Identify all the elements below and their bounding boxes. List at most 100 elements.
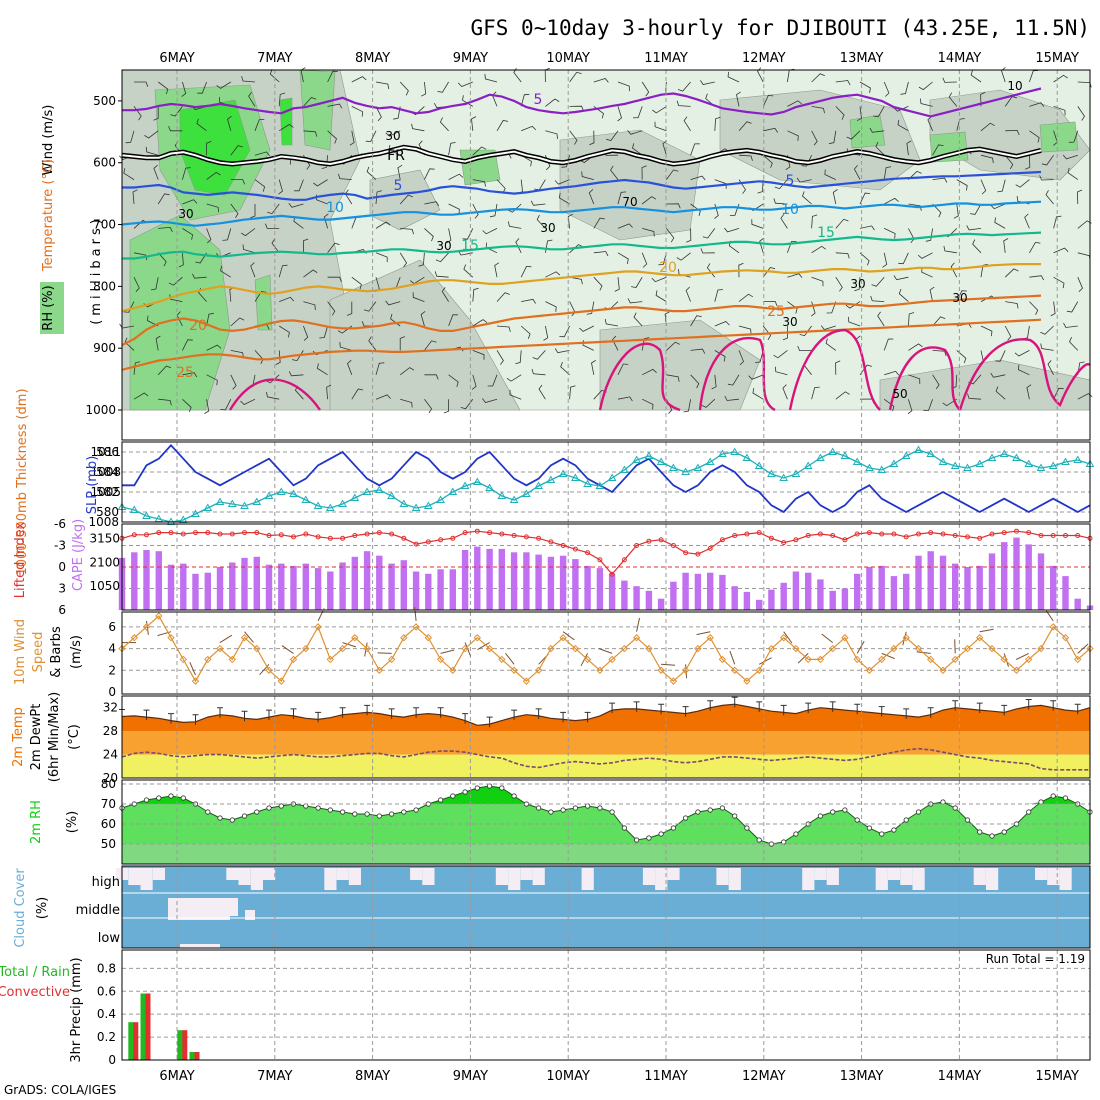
upper-wind-barb-11-6	[400, 228, 414, 235]
upper-wind-barb-3-12	[206, 374, 218, 386]
upper-wind-barb-36-4	[997, 179, 1006, 193]
lifted-index-point-9	[229, 531, 235, 537]
cape-bar-61	[866, 567, 873, 610]
li-tick-3: 3	[58, 582, 66, 596]
upper-wind-barb-32-12	[908, 374, 921, 384]
t2m-minmax-40	[609, 702, 616, 714]
upper-wind-barb-22-8	[651, 276, 667, 283]
cloud-high-gap-23	[802, 868, 815, 890]
upper-wind-barb-36-3	[1004, 154, 1014, 170]
upper-wind-barb-16-2	[521, 125, 537, 132]
rh2m-point-31	[499, 785, 505, 791]
rh2m-point-77	[1062, 795, 1069, 801]
slp-tick-0: 1011	[90, 445, 121, 459]
cape-bar-70	[976, 565, 983, 610]
thickness-point-76	[1048, 461, 1058, 469]
wind-speed-point-6	[191, 677, 200, 685]
date-bottom-7: 13MAY	[840, 1069, 884, 1084]
upper-wind-barb-38-13	[1053, 387, 1064, 400]
date-bottom-2: 8MAY	[355, 1069, 390, 1084]
thickness-point-47	[693, 463, 703, 471]
cloud-high-gap-15	[520, 868, 533, 880]
cape-bar-20	[363, 551, 371, 610]
lifted-index-point-77	[1063, 533, 1068, 538]
upper-wind-barb-37-9	[1029, 301, 1039, 315]
lifted-index-point-17	[327, 535, 333, 541]
thickness-point-24	[411, 503, 421, 511]
upper-wind-barb-4-13	[220, 399, 232, 411]
upper-wind-barb-35-4	[980, 179, 987, 195]
cape-bar-24	[412, 571, 420, 610]
upper-wind-barb-29-4	[824, 169, 836, 180]
upper-wind-barb-10-7	[375, 252, 388, 263]
cloud-high-gap-18	[642, 868, 656, 885]
upper-wind-barb-35-10	[980, 325, 993, 337]
upper-wind-barb-30-0	[859, 81, 871, 93]
thickness-point-56	[803, 461, 813, 469]
upper-wind-barb-16-10	[520, 325, 531, 339]
upper-wind-barb-26-0	[757, 67, 764, 83]
wind-speed-point-43	[645, 644, 653, 653]
upper-wind-barb-25-2	[738, 121, 752, 132]
lifted-index-point-60	[854, 531, 860, 537]
cape-bar-8	[216, 567, 224, 610]
upper-wind-barb-37-12	[1018, 364, 1030, 376]
upper-wind-barb-35-6	[966, 225, 982, 231]
upper-wind-barb-20-10	[604, 318, 619, 327]
upper-wind-barb-32-4	[908, 170, 922, 180]
upper-wind-barb-4-8	[220, 265, 232, 278]
upper-wind-barb-39-11	[1069, 337, 1079, 351]
lifted-index-point-66	[928, 530, 934, 536]
cape-bar-67	[939, 555, 947, 610]
upper-wind-barb-0-9	[123, 301, 135, 313]
thickness-point-18	[338, 499, 347, 507]
surface-wind-barb-32	[505, 652, 515, 665]
upper-wind-barb-25-3	[738, 154, 753, 161]
upper-wind-barb-24-11	[714, 350, 726, 362]
upper-wind-barb-33-9	[929, 286, 935, 302]
thickness-tick-2: 582	[96, 485, 119, 499]
thickness-point-1	[129, 505, 139, 513]
cape-bar-14	[290, 565, 297, 610]
upper-wind-barb-19-8	[593, 276, 603, 291]
upper-wind-barb-8-0	[327, 70, 338, 83]
upper-wind-barb-31-7	[882, 252, 888, 268]
t2m-ylabel-b: 2m DewPt	[29, 704, 44, 771]
wind-speed-point-36	[559, 634, 567, 642]
thickness-point-25	[423, 501, 433, 509]
cloud-high-gap-32	[1035, 868, 1048, 880]
rh-contour-label-3: 30	[540, 221, 555, 235]
upper-wind-barb-26-4	[757, 179, 764, 194]
upper-wind-barb-24-8	[706, 263, 716, 278]
cape-bar-42	[633, 586, 640, 610]
cape-bar-46	[682, 572, 689, 610]
thickness-point-8	[215, 497, 225, 505]
isotherm-warm-3	[788, 328, 881, 411]
cape-bar-59	[841, 588, 849, 610]
lifted-index-point-62	[879, 531, 885, 537]
lifted-index-point-5	[180, 531, 186, 537]
thickness-point-27	[448, 487, 458, 495]
precip-conv-bar-5	[194, 1052, 200, 1060]
upper-wind-barb-21-4	[641, 165, 647, 180]
upper-wind-barb-25-12	[727, 374, 740, 386]
lifted-index-point-65	[916, 531, 921, 537]
cape-bar-71	[988, 553, 996, 610]
wind-ylabel-b: Speed	[31, 632, 46, 673]
upper-wind-barb-37-13	[1026, 384, 1032, 400]
upper-wind-barb-10-12	[375, 362, 385, 375]
upper-wind-barb-8-6	[323, 213, 329, 229]
thickness-point-72	[999, 449, 1009, 457]
t2m-minmax-10	[241, 710, 248, 722]
precip-total-bar-1	[140, 993, 147, 1060]
upper-wind-barb-32-11	[908, 343, 923, 351]
upper-wind-barb-12-7	[418, 252, 425, 267]
rh2m-point-43	[646, 835, 652, 841]
upper-wind-barb-2-1	[170, 106, 183, 117]
upper-wind-barb-31-13	[883, 398, 895, 412]
upper-wind-barb-38-9	[1050, 301, 1056, 317]
upper-wind-barb-6-5	[267, 203, 280, 215]
upper-wind-barb-21-9	[627, 298, 643, 304]
upper-wind-barb-4-3	[230, 145, 243, 156]
upper-wind-barb-4-0	[216, 81, 232, 89]
